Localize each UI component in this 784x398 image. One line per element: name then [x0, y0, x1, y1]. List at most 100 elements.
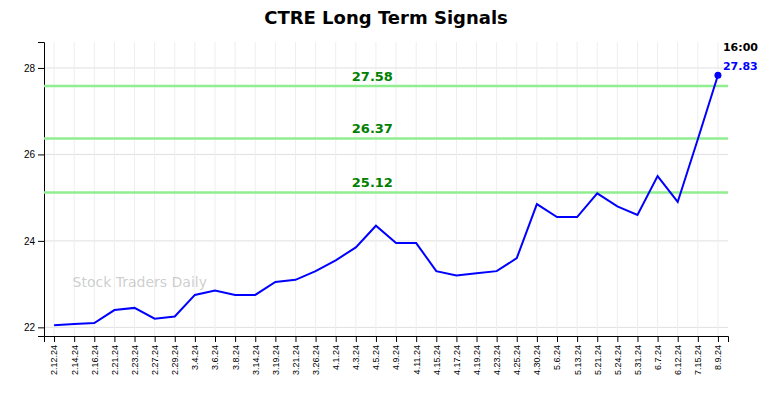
x-tick: 4.25.24	[512, 336, 522, 375]
x-tick-label: 2.21.24	[110, 345, 120, 375]
watermark: Stock Traders Daily	[73, 274, 207, 290]
x-tick: 2.16.24	[90, 336, 100, 375]
x-tick-label: 3.8.24	[230, 345, 240, 370]
x-tick-mark	[155, 336, 156, 342]
y-tick-label: 28	[24, 63, 36, 74]
x-tick-mark	[416, 336, 417, 342]
x-tick: 3.26.24	[311, 336, 321, 375]
x-tick: 6.12.24	[673, 336, 683, 375]
x-tick-mark	[275, 336, 276, 342]
x-tick-mark	[135, 336, 136, 342]
x-tick-label: 3.14.24	[251, 345, 261, 375]
x-tick-mark	[336, 336, 337, 342]
x-tick-label: 8.9.24	[713, 345, 723, 370]
x-tick: 4.17.24	[452, 336, 462, 375]
grid-line	[44, 240, 728, 241]
x-tick: 2.14.24	[70, 336, 80, 375]
x-tick-mark	[255, 336, 256, 342]
x-tick: 4.30.24	[532, 336, 542, 375]
x-tick-mark	[718, 336, 719, 342]
y-tick-label: 24	[24, 236, 36, 247]
x-tick: 5.6.24	[552, 336, 562, 370]
x-tick-mark	[195, 336, 196, 342]
x-tick-label: 6.12.24	[673, 345, 683, 375]
last-point	[714, 72, 721, 79]
x-tick: 2.12.24	[49, 336, 59, 375]
x-tick-mark	[557, 336, 558, 342]
x-tick: 5.24.24	[613, 336, 623, 375]
x-tick: 5.31.24	[633, 336, 643, 375]
x-tick: 6.7.24	[653, 336, 663, 370]
y-tick: 26	[24, 149, 44, 160]
x-tick-mark	[175, 336, 176, 342]
x-tick-label: 4.15.24	[432, 345, 442, 375]
x-tick-mark	[517, 336, 518, 342]
marks	[44, 72, 728, 325]
price-line	[54, 75, 718, 325]
x-tick-mark	[658, 336, 659, 342]
signal-label: 25.12	[352, 175, 393, 190]
x-tick: 2.23.24	[130, 336, 140, 375]
x-tick-label: 2.29.24	[170, 345, 180, 375]
x-tick: 3.19.24	[271, 336, 281, 375]
x-tick: 2.27.24	[150, 336, 160, 375]
x-tick-mark	[316, 336, 317, 342]
x-tick-label: 3.26.24	[311, 345, 321, 375]
x-tick-mark	[396, 336, 397, 342]
x-tick-mark	[356, 336, 357, 342]
x-tick: 3.14.24	[251, 336, 261, 375]
x-tick: 4.5.24	[371, 336, 381, 370]
x-tick-label: 4.1.24	[331, 345, 341, 370]
x-tick-label: 4.30.24	[532, 345, 542, 375]
x-tick-label: 5.21.24	[593, 345, 603, 375]
x-tick: 2.29.24	[170, 336, 180, 375]
x-tick-mark	[477, 336, 478, 342]
x-tick-mark	[537, 336, 538, 342]
x-tick-label: 3.4.24	[190, 345, 200, 370]
x-tick-mark	[54, 336, 55, 342]
x-tick: 7.15.24	[693, 336, 703, 375]
signal-label: 27.58	[352, 69, 393, 84]
y-axis: 22 24 26 28	[24, 43, 45, 337]
x-tick: 4.15.24	[432, 336, 442, 375]
x-axis-line	[45, 337, 729, 343]
x-tick-label: 2.12.24	[49, 345, 59, 375]
x-tick-label: 5.31.24	[633, 345, 643, 375]
y-tick-mark	[38, 68, 44, 69]
x-tick-mark	[215, 336, 216, 342]
x-tick-label: 5.13.24	[572, 345, 582, 375]
x-tick: 3.21.24	[291, 336, 301, 375]
x-tick-label: 2.14.24	[70, 345, 80, 375]
x-tick-label: 3.6.24	[210, 345, 220, 370]
x-tick: 5.21.24	[593, 336, 603, 375]
x-tick: 4.19.24	[472, 336, 482, 375]
x-tick-mark	[456, 336, 457, 342]
x-tick-label: 2.27.24	[150, 345, 160, 375]
x-tick-mark	[295, 336, 296, 342]
grid-line	[44, 327, 728, 328]
annotation: 27.83	[723, 60, 758, 73]
grid-line	[44, 154, 728, 155]
y-axis-line	[38, 43, 45, 337]
x-tick-label: 5.6.24	[552, 345, 562, 370]
x-tick-label: 4.11.24	[412, 345, 422, 374]
x-tick-mark	[497, 336, 498, 342]
labels: 27.5826.3725.12Stock Traders Daily16:002…	[73, 41, 759, 290]
x-tick-mark	[94, 336, 95, 342]
x-tick: 4.9.24	[391, 336, 401, 370]
y-tick: 22	[24, 322, 44, 333]
x-tick-label: 2.16.24	[90, 345, 100, 375]
x-tick-label: 2.23.24	[130, 345, 140, 375]
x-tick-label: 4.3.24	[351, 345, 361, 370]
y-tick-label: 26	[24, 149, 36, 160]
x-tick-mark	[436, 336, 437, 342]
x-tick: 3.8.24	[230, 336, 240, 370]
x-tick-label: 4.5.24	[371, 345, 381, 370]
y-tick-mark	[38, 327, 44, 328]
x-tick-mark	[376, 336, 377, 342]
x-tick-mark	[617, 336, 618, 342]
y-tick-mark	[38, 241, 44, 242]
x-axis: 2.12.24 2.14.24 2.16.24 2.21.24 2.23.24 2.27.…	[45, 336, 729, 375]
signal-line	[44, 85, 728, 88]
x-tick-label: 4.19.24	[472, 345, 482, 375]
